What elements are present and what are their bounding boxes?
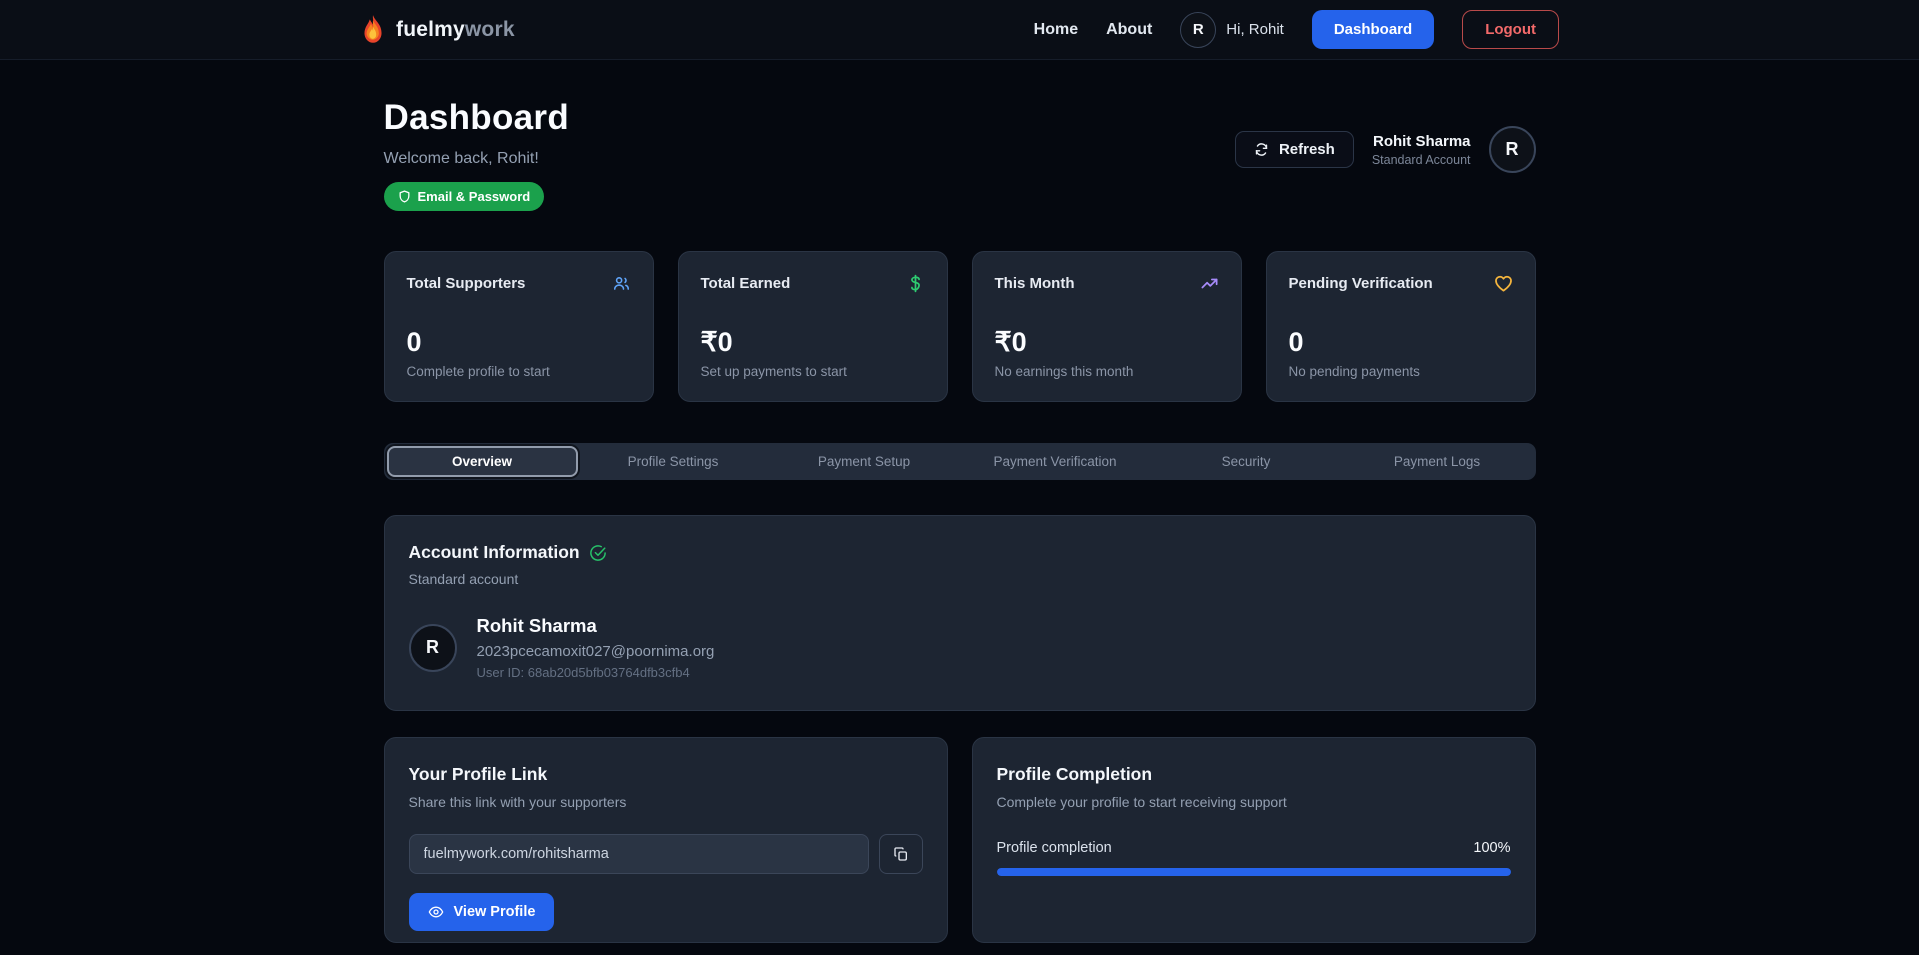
tab-profile-settings[interactable]: Profile Settings	[627, 454, 719, 469]
profile-link-title: Your Profile Link	[408, 764, 548, 784]
profile-link-input[interactable]	[408, 834, 869, 874]
dashboard-tabs: Overview Profile Settings Payment Setup …	[383, 443, 1536, 480]
header-user-type: Standard Account	[1371, 152, 1471, 167]
copy-icon	[893, 847, 907, 861]
profile-link-card: Your Profile Link Share this link with y…	[383, 737, 948, 943]
tab-payment-verification[interactable]: Payment Verification	[993, 454, 1117, 469]
stat-card-total-earned: Total Earned ₹0 Set up payments to start	[677, 251, 948, 402]
stat-card-this-month: This Month ₹0 No earnings this month	[971, 251, 1242, 402]
navbar-avatar[interactable]: R	[1180, 11, 1217, 48]
profile-completion-subtitle: Complete your profile to start receiving…	[996, 794, 1287, 810]
users-icon	[612, 274, 631, 293]
stat-caption: Complete profile to start	[406, 364, 550, 379]
flame-icon	[364, 14, 382, 43]
tab-security[interactable]: Security	[1221, 454, 1271, 469]
stat-value: ₹0	[700, 327, 733, 357]
top-navbar: fuelmywork Home About R Hi, Rohit Dashbo…	[0, 0, 1919, 60]
account-email: 2023pcecamoxit027@poornima.org	[476, 643, 715, 660]
nav-user: R Hi, Rohit	[1180, 11, 1284, 48]
page-title: Dashboard	[383, 98, 570, 137]
refresh-icon	[1255, 143, 1268, 156]
stat-caption: No earnings this month	[994, 364, 1134, 379]
trending-up-icon	[1200, 274, 1219, 293]
profile-completion-card: Profile Completion Complete your profile…	[971, 737, 1536, 943]
stat-card-pending-verification: Pending Verification 0 No pending paymen…	[1265, 251, 1536, 402]
progress-bar-fill	[996, 868, 1511, 876]
profile-completion-title: Profile Completion	[996, 764, 1153, 784]
logout-button[interactable]: Logout	[1462, 10, 1559, 49]
stat-value: ₹0	[994, 327, 1027, 357]
heart-icon	[1494, 274, 1513, 293]
eye-icon	[428, 906, 443, 918]
shield-icon	[399, 190, 409, 203]
view-profile-label: View Profile	[453, 904, 536, 920]
account-info-subtitle: Standard account	[408, 571, 519, 587]
stat-value: 0	[406, 327, 422, 357]
progress-bar-track	[996, 868, 1511, 876]
stat-label: This Month	[994, 275, 1075, 292]
account-user-id: User ID: 68ab20d5bfb03764dfb3cfb4	[476, 665, 690, 680]
stat-label: Pending Verification	[1288, 275, 1433, 292]
stat-value: 0	[1288, 327, 1304, 357]
progress-label: Profile completion	[996, 840, 1112, 856]
stat-label: Total Earned	[700, 275, 791, 292]
account-information-card: Account Information Standard account R R…	[383, 515, 1536, 711]
refresh-label: Refresh	[1278, 141, 1335, 158]
account-avatar: R	[408, 623, 457, 672]
account-info-title: Account Information	[408, 542, 580, 562]
nav-link-home[interactable]: Home	[1033, 20, 1079, 38]
dashboard-header: Dashboard Welcome back, Rohit! Email & P…	[383, 60, 1536, 211]
header-user-name: Rohit Sharma	[1372, 132, 1471, 150]
copy-link-button[interactable]	[878, 834, 923, 874]
tab-payment-logs[interactable]: Payment Logs	[1393, 454, 1481, 469]
profile-link-subtitle: Share this link with your supporters	[408, 794, 627, 810]
welcome-text: Welcome back, Rohit!	[383, 150, 539, 167]
stat-card-total-supporters: Total Supporters 0 Complete profile to s…	[383, 251, 654, 402]
dollar-icon	[906, 274, 925, 293]
greeting-text: Hi, Rohit	[1226, 21, 1284, 38]
refresh-button[interactable]: Refresh	[1234, 131, 1354, 168]
progress-percent: 100%	[1473, 840, 1511, 856]
view-profile-button[interactable]: View Profile	[408, 893, 555, 931]
brand-name: fuelmywork	[396, 17, 515, 41]
header-user-block: Rohit Sharma Standard Account	[1372, 133, 1471, 167]
brand-logo[interactable]: fuelmywork	[360, 14, 515, 46]
tab-overview[interactable]: Overview	[386, 446, 578, 477]
stat-label: Total Supporters	[406, 275, 526, 292]
dashboard-nav-button[interactable]: Dashboard	[1311, 10, 1435, 49]
account-name: Rohit Sharma	[476, 615, 597, 636]
auth-method-badge: Email & Password	[383, 182, 545, 211]
stat-caption: Set up payments to start	[700, 364, 847, 379]
auth-badge-label: Email & Password	[417, 189, 531, 204]
stat-caption: No pending payments	[1288, 364, 1420, 379]
stats-row: Total Supporters 0 Complete profile to s…	[383, 251, 1536, 402]
header-avatar[interactable]: R	[1488, 126, 1536, 173]
nav-link-about[interactable]: About	[1106, 20, 1153, 38]
check-circle-icon	[589, 544, 606, 561]
tab-payment-setup[interactable]: Payment Setup	[817, 454, 911, 469]
